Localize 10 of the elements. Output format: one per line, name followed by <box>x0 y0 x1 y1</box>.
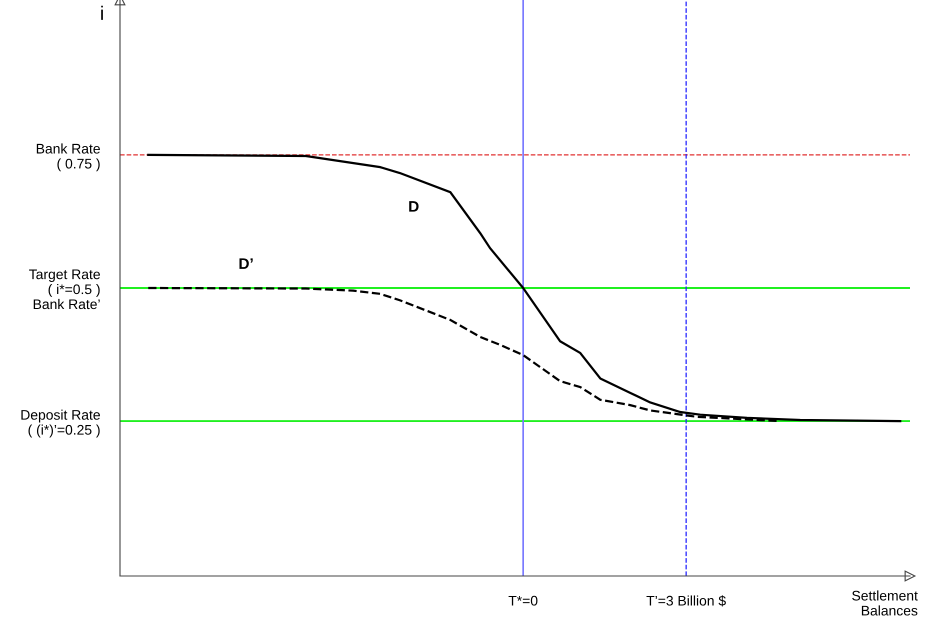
x-axis-title: Settlement Balances <box>852 590 918 616</box>
x-tick-label: T*=0 <box>508 596 538 606</box>
y-axis-title: i <box>101 6 103 20</box>
line-series <box>147 154 902 422</box>
series-label: D’ <box>239 258 253 269</box>
y-tick-label: Deposit Rate ( (i*)’=0.25 ) <box>21 410 100 438</box>
x-tick-label: T’=3 Billion $ <box>646 595 726 606</box>
y-tick-label: Bank Rate ( 0.75 ) <box>36 143 100 172</box>
series-label: D <box>409 201 419 212</box>
y-tick-label: Target Rate ( i*=0.5 ) Bank Rate’ <box>29 270 100 310</box>
